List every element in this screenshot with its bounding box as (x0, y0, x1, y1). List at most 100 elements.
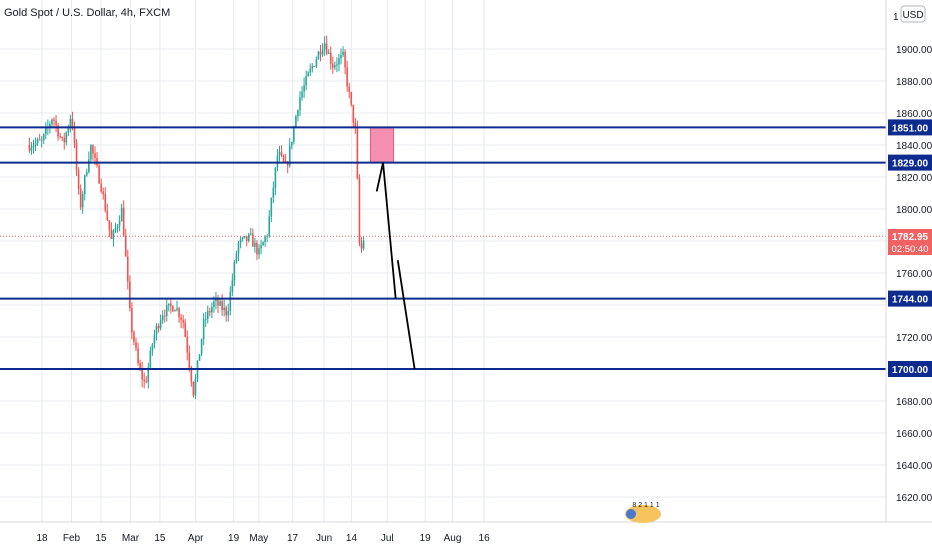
candle-body (225, 307, 227, 316)
candle-body (75, 143, 78, 171)
candle-body (338, 58, 340, 65)
price-tick-clipped: 1 (893, 12, 899, 23)
candle-body (153, 334, 156, 345)
candle-body (159, 320, 162, 329)
candle-body (149, 350, 152, 368)
symbol-title: Gold Spot / U.S. Dollar, 4h, FXCM (4, 7, 170, 19)
candle-body (258, 248, 260, 255)
candle-body (350, 92, 353, 105)
candle-body (79, 189, 82, 208)
horizontal-levels (0, 126, 886, 370)
candle-body (165, 305, 168, 317)
candle-body (213, 301, 215, 307)
price-tick-label: 1660.00 (896, 429, 932, 440)
candle-body (325, 43, 328, 54)
candle-body (194, 378, 197, 396)
candle-body (286, 162, 289, 166)
candle-body (94, 153, 96, 159)
candle-body (348, 86, 350, 93)
candle-body (90, 145, 92, 160)
resistance-zone[interactable] (369, 126, 395, 164)
time-axis[interactable]: 18 Feb 15 Mar 15 Apr 19 May 17 Jun 14 Jul 19 Aug 16 (36, 533, 490, 544)
time-tick-label: 14 (346, 533, 358, 544)
watermark-text: 8 2 1 1 1 (632, 502, 659, 509)
candle-body (346, 67, 348, 87)
candle-body (262, 242, 264, 246)
time-tick-label: 19 (228, 533, 240, 544)
candle-body (307, 72, 309, 77)
currency-button-frame[interactable] (900, 5, 926, 23)
candle-body (63, 138, 66, 143)
candle-body (34, 142, 37, 146)
candle-body (61, 136, 63, 139)
time-tick-label: Feb (63, 533, 81, 544)
projection-path[interactable] (375, 162, 397, 299)
watermark-badge: 8 2 1 1 1 (625, 502, 661, 523)
candle-body (311, 66, 314, 69)
candle-body (30, 147, 33, 151)
candle-body (360, 243, 363, 249)
price-tick-label: 1900.00 (896, 45, 932, 56)
candle-body (309, 68, 312, 73)
time-tick-label: 15 (154, 533, 166, 544)
candle-body (141, 369, 143, 380)
price-tick-label: 1680.00 (896, 397, 932, 408)
time-tick-label: May (249, 533, 268, 544)
candle-body (299, 97, 301, 111)
candle-body (233, 262, 236, 281)
level-badge-box (888, 119, 932, 136)
candle-body (112, 230, 115, 239)
price-tick-label: 1820.00 (896, 173, 932, 184)
currency-button-label[interactable]: USD (902, 10, 923, 21)
bar-countdown: 02:50:40 (892, 244, 929, 255)
candle-body (135, 342, 137, 349)
candle-body (133, 332, 135, 343)
candle-body (67, 127, 70, 133)
candle-body (235, 253, 238, 263)
price-tick-label: 1800.00 (896, 205, 932, 216)
candle-body (86, 171, 88, 176)
candle-body (174, 309, 176, 312)
candle-body (155, 325, 158, 335)
candle-body (69, 119, 72, 128)
watermark-ellipse (625, 505, 661, 523)
price-tick-label: 1840.00 (896, 141, 932, 152)
candle-body (45, 127, 47, 135)
candle-body (53, 119, 55, 121)
candle-body (176, 308, 178, 310)
candle-body (317, 51, 320, 60)
candle-body (282, 155, 285, 162)
candle-body (336, 64, 338, 66)
candle-body (272, 187, 275, 198)
time-tick-label: 15 (95, 533, 107, 544)
candle-body (219, 301, 221, 306)
price-axis[interactable]: 1900.00 1880.00 1860.00 1840.00 1820.00 1800.… (896, 45, 932, 504)
candle-body (209, 310, 211, 313)
projection-path-second-leg[interactable] (396, 260, 416, 370)
time-tick-label: 16 (479, 533, 491, 544)
price-tick-label: 1860.00 (896, 109, 932, 120)
time-tick-label: Apr (188, 533, 204, 544)
candle-body (108, 220, 111, 230)
candle-body (163, 315, 166, 317)
candle-body (354, 122, 357, 127)
currency-button[interactable]: USD (900, 5, 926, 23)
candle-body (245, 236, 248, 241)
level-badge-label: 1700.00 (892, 365, 929, 376)
candle-body (303, 85, 305, 92)
candle-body (100, 183, 102, 192)
candle-body (32, 145, 35, 148)
candle-body (278, 152, 281, 156)
candle-body (305, 76, 307, 86)
candle-body (106, 210, 109, 221)
candle-body (334, 65, 336, 68)
candle-body (127, 256, 129, 282)
candle-body (243, 236, 246, 238)
candle-body (137, 348, 139, 364)
candle-body (206, 310, 209, 319)
candle-body (161, 315, 164, 321)
candle-body (239, 239, 242, 243)
candle-body (36, 139, 39, 143)
candle-body (295, 116, 297, 127)
